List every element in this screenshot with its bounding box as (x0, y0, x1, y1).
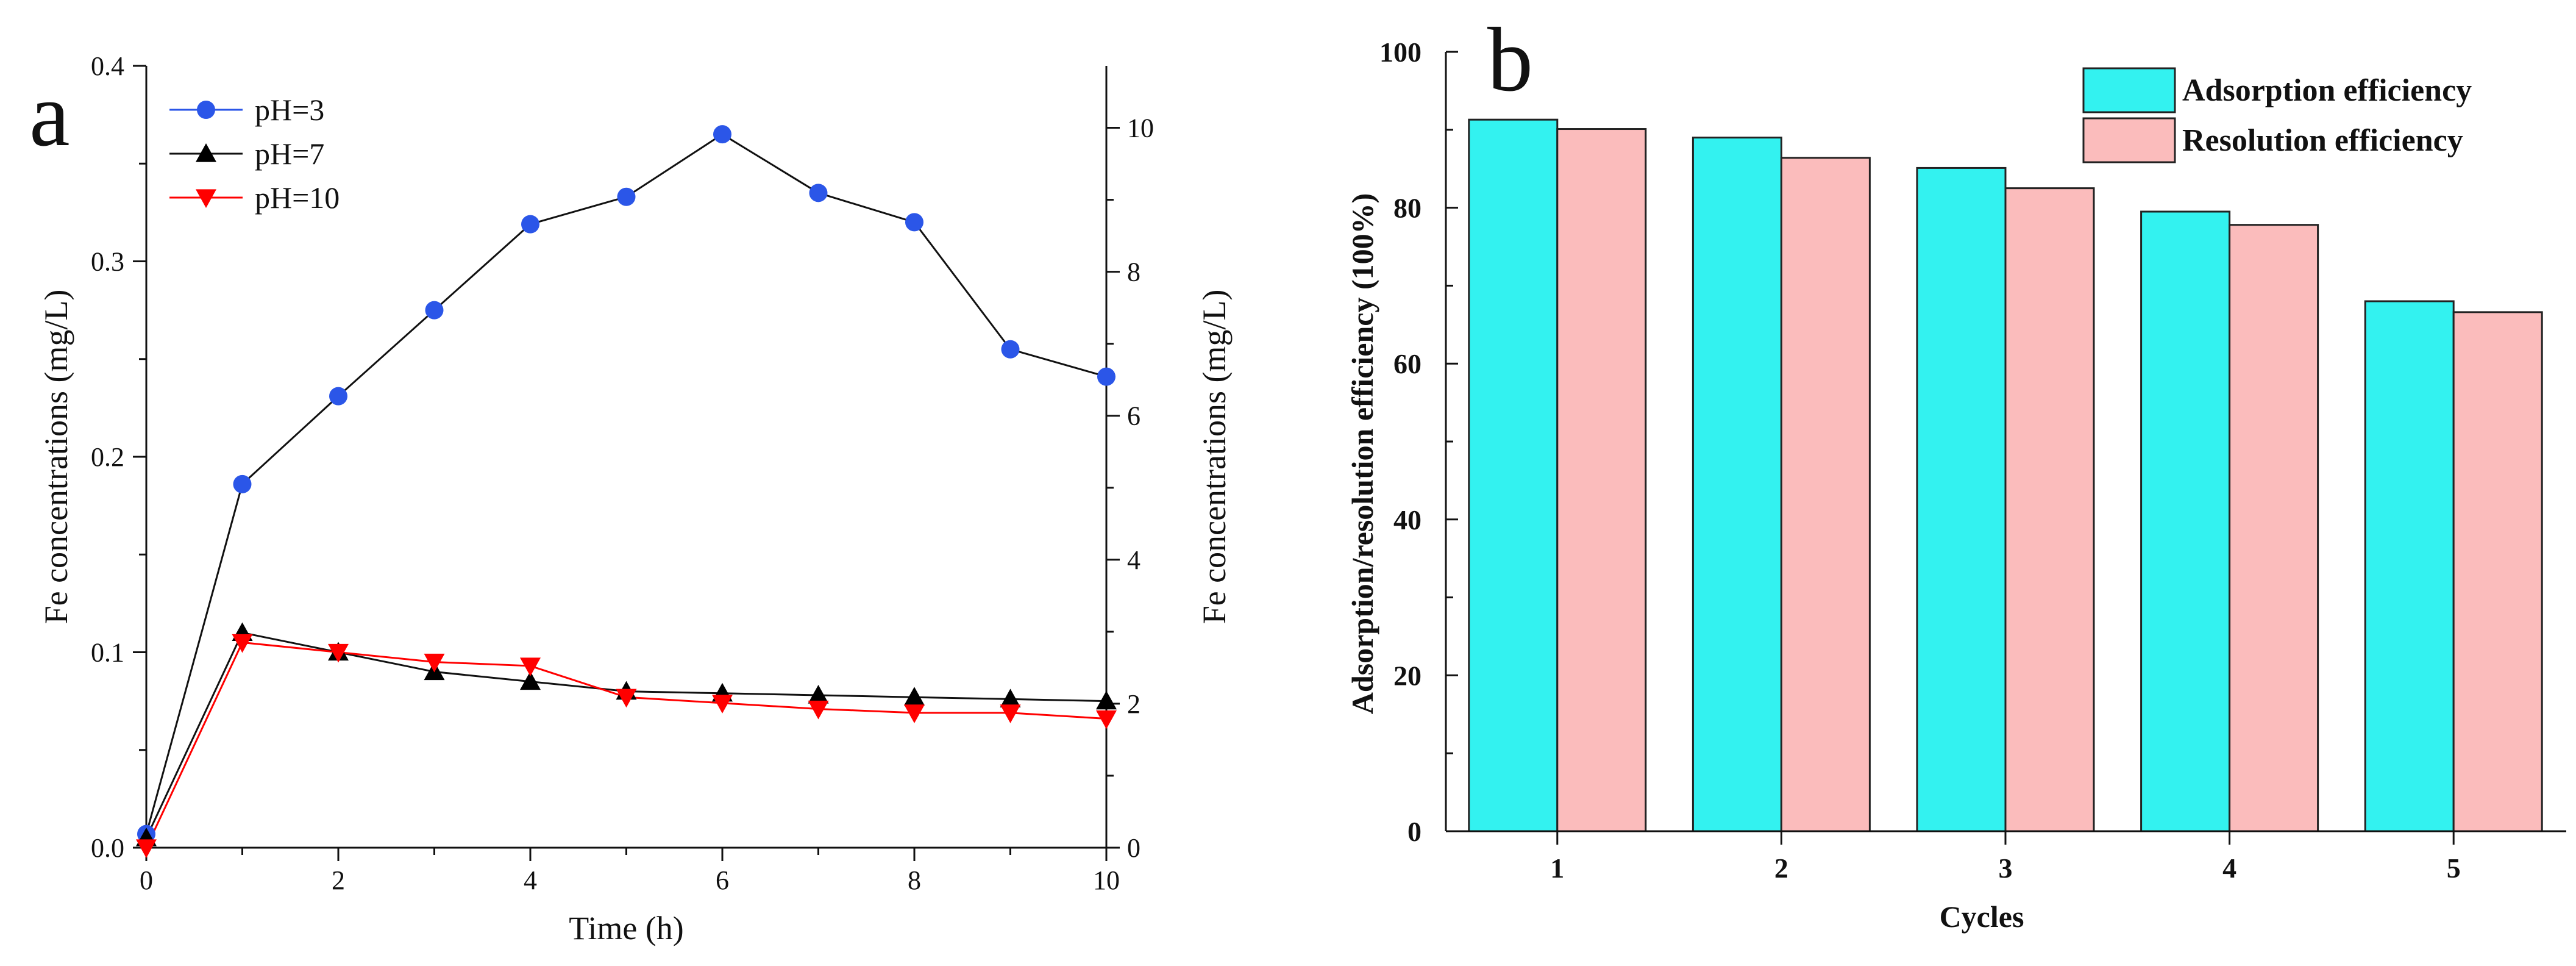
panel-a-markers (136, 125, 1117, 858)
panel-a-y-axis-title: Fe concentrations (mg/L) (38, 290, 74, 624)
panel-a-point-2 (712, 695, 733, 714)
panel-a-right-y-tick-label: 0 (1127, 833, 1140, 863)
panel-b-y-tick-label: 40 (1393, 504, 1421, 535)
panel-a-point-1 (1000, 689, 1021, 708)
panel-b-bar-1-0 (1556, 128, 1647, 832)
panel-b-bars (1468, 118, 2543, 832)
panel-a-point-1 (520, 671, 541, 690)
panel-b-x-tick-label: 5 (2447, 853, 2461, 884)
panel-b-bar-1-2 (2004, 187, 2095, 832)
panel-a-right-y-tick-label: 4 (1127, 545, 1140, 575)
panel-a-point-0 (1001, 340, 1020, 359)
panel-a-right-y-tick-label: 6 (1127, 401, 1140, 431)
panel-a-legend: pH=3 pH=7 pH=10 (169, 93, 340, 215)
panel-a-point-2 (904, 704, 925, 723)
panel-a-series-line-0 (145, 133, 1107, 834)
panel-a-series-line-1 (145, 631, 1107, 839)
panel-b-legend: Adsorption efficiency Resolution efficien… (2082, 67, 2472, 163)
panel-a-point-0 (1097, 367, 1115, 386)
panel-a-y-tick-label: 0.2 (91, 442, 124, 472)
panel-a: a 0 2 4 6 8 10 0.0 0.1 0.2 0.3 0.4 0 2 4 6 8 10 pH=3 pH=7… (29, 51, 1233, 946)
panel-a-point-0 (713, 125, 731, 144)
panel-b-x-axis-title: Cycles (1940, 900, 2024, 934)
panel-a-y-tick-label: 0.4 (91, 51, 124, 81)
panel-a-point-0 (521, 215, 539, 234)
panel-a-point-2 (328, 643, 349, 663)
panel-a-point-2 (1000, 704, 1021, 723)
panel-b-y-tick-label: 60 (1393, 348, 1421, 379)
panel-b-axes: 1 2 3 4 5 0 20 40 60 80 100 (1379, 37, 2566, 884)
panel-a-x-tick-label: 8 (908, 865, 921, 895)
panel-b-y-tick-label: 100 (1379, 37, 1421, 68)
panel-a-y-tick-label: 0.0 (91, 833, 124, 863)
panel-a-x-tick-label: 10 (1093, 865, 1120, 895)
legend-b-label-0: Adsorption efficiency (2182, 73, 2472, 108)
panel-a-point-0 (233, 474, 252, 493)
panel-b-bar-0-2 (1916, 166, 2007, 832)
panel-b-x-tick-label: 3 (1999, 853, 2013, 884)
panel-a-x-axis-title: Time (h) (569, 910, 684, 946)
panel-a-point-2 (424, 653, 445, 673)
panel-a-x-tick-label: 0 (140, 865, 153, 895)
panel-a-series-line-2 (145, 641, 1107, 848)
legend-b-swatch-0 (2082, 67, 2176, 113)
panel-b-y-tick-label: 0 (1407, 816, 1421, 847)
panel-b-letter: b (1487, 9, 1533, 110)
panel-a-point-2 (616, 689, 637, 708)
panel-b-y-tick-label: 80 (1393, 193, 1421, 224)
panel-a-point-2 (232, 634, 253, 653)
panel-a-point-0 (425, 301, 444, 320)
panel-a-axes: 0 2 4 6 8 10 0.0 0.1 0.2 0.3 0.4 0 2 4 6 8 10 (91, 51, 1154, 895)
panel-a-point-0 (617, 187, 636, 206)
legend-a-label-1: pH=7 (255, 137, 324, 171)
panel-a-y-tick-label: 0.3 (91, 247, 124, 277)
panel-b-bar-0-3 (2140, 210, 2231, 832)
panel-a-right-y-tick-label: 8 (1127, 257, 1140, 287)
panel-a-point-1 (1096, 690, 1117, 710)
panel-b-bar-0-4 (2364, 300, 2455, 832)
legend-b-label-1: Resolution efficiency (2182, 123, 2463, 158)
legend-b-swatch-1 (2082, 117, 2176, 163)
panel-a-point-2 (136, 839, 157, 858)
panel-b-x-tick-label: 1 (1550, 853, 1564, 884)
panel-b-bar-1-1 (1780, 157, 1871, 832)
panel-a-point-2 (808, 700, 829, 720)
legend-a-marker-2 (196, 189, 216, 208)
panel-a-point-2 (1096, 710, 1117, 729)
panel-a-x-tick-label: 6 (716, 865, 729, 895)
panel-a-right-y-tick-label: 10 (1127, 113, 1154, 143)
panel-b-x-tick-label: 4 (2222, 853, 2236, 884)
panel-b-bar-0-0 (1468, 118, 1559, 832)
legend-a-label-0: pH=3 (255, 93, 324, 127)
panel-a-series-lines (145, 133, 1107, 848)
panel-a-right-y-axis-title: Fe concentrations (mg/L) (1196, 290, 1233, 624)
legend-a-label-2: pH=10 (255, 181, 340, 215)
panel-a-right-y-tick-label: 2 (1127, 689, 1140, 719)
panel-a-letter: a (29, 64, 70, 165)
panel-a-point-2 (520, 657, 541, 676)
panel-b-bar-1-3 (2229, 224, 2319, 832)
panel-a-point-0 (809, 184, 828, 202)
panel-b-x-tick-label: 2 (1774, 853, 1788, 884)
panel-a-x-tick-label: 2 (332, 865, 345, 895)
panel-b: 1 2 3 4 5 0 20 40 60 80 100 Adsorption efficiency R… (1345, 9, 2566, 934)
legend-a-marker-0 (197, 101, 215, 119)
panel-a-x-tick-label: 4 (524, 865, 537, 895)
panel-a-point-0 (329, 387, 347, 406)
panel-b-bar-1-4 (2452, 311, 2543, 832)
legend-a-marker-1 (196, 143, 216, 162)
panel-a-y-tick-label: 0.1 (91, 638, 124, 668)
panel-b-y-tick-label: 20 (1393, 660, 1421, 691)
panel-b-bar-0-1 (1692, 137, 1782, 832)
panel-a-point-1 (904, 687, 925, 706)
panel-a-point-1 (808, 685, 829, 704)
panel-a-point-0 (905, 213, 923, 232)
panel-b-y-axis-title: Adsorption/resolution efficiency (100%) (1345, 193, 1379, 715)
